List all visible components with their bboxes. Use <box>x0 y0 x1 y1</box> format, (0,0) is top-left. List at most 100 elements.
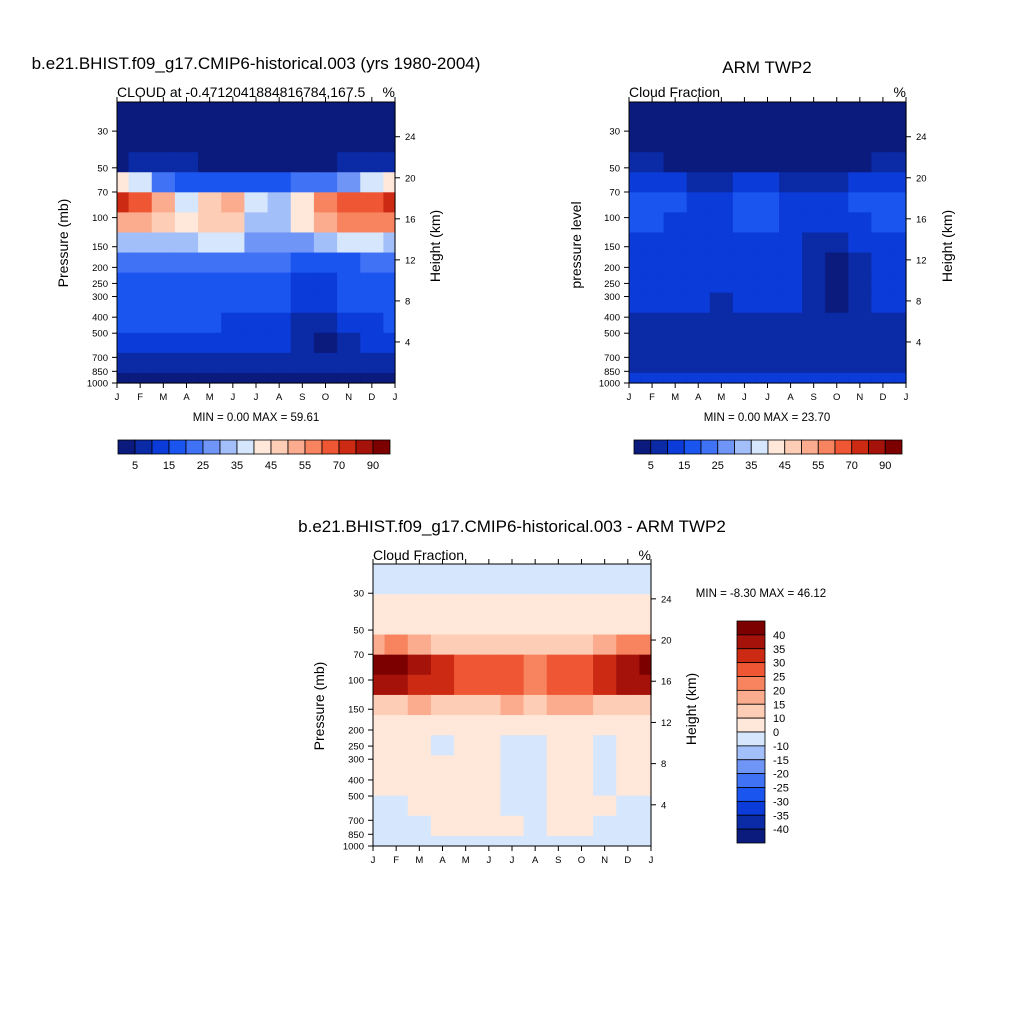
heatmap-cell <box>802 292 826 314</box>
heatmap-cell <box>244 272 269 294</box>
heatmap-cell <box>732 152 757 173</box>
x-tick-label: F <box>393 855 399 866</box>
heatmap-cell <box>755 192 780 213</box>
heatmap-cell <box>454 755 478 777</box>
heatmap-cell <box>384 574 409 595</box>
heatmap-cell <box>802 152 826 173</box>
heatmap-cell <box>454 815 478 837</box>
heatmap-cell <box>407 594 432 615</box>
heatmap-cell <box>663 132 688 153</box>
heatmap-cell <box>373 614 386 636</box>
colorbar-box <box>801 439 819 455</box>
obs-y-axis-label: pressure level <box>568 201 584 288</box>
x-tick-label: S <box>810 392 816 403</box>
heatmap-cell <box>360 192 385 213</box>
x-tick-label: J <box>115 392 120 403</box>
heatmap-cell <box>894 212 907 234</box>
heatmap-cell <box>523 795 548 817</box>
heatmap-cell <box>894 352 907 374</box>
heatmap-cell <box>546 654 571 676</box>
heatmap-cell <box>825 212 849 234</box>
colorbar-box <box>700 439 719 455</box>
heatmap-cell <box>709 212 734 234</box>
heatmap-cell <box>523 815 548 837</box>
colorbar-box <box>253 439 272 455</box>
heatmap-cell <box>290 312 315 334</box>
heatmap-cell <box>500 574 525 595</box>
heatmap-cell <box>383 272 396 294</box>
heatmap-cell <box>894 112 907 133</box>
heatmap-cell <box>825 292 849 314</box>
obs-y-axis-right-label: Height (km) <box>939 210 955 282</box>
heatmap-cell <box>290 172 315 193</box>
obs-main-title: ARM TWP2 <box>722 58 811 77</box>
colorbar-box <box>736 828 766 844</box>
diff-y-axis-label: Pressure (mb) <box>311 662 327 751</box>
heatmap-cell <box>477 795 502 817</box>
heatmap-cell <box>454 795 478 817</box>
heatmap-cell <box>629 132 642 153</box>
y-tick-label: 30 <box>609 127 620 138</box>
heatmap-cell <box>825 232 849 254</box>
y-right-tick-label: 12 <box>916 255 927 266</box>
heatmap-cell <box>267 192 292 213</box>
heatmap-cell <box>290 112 315 133</box>
heatmap-cell <box>629 372 642 384</box>
y-right-tick-label: 16 <box>661 677 672 688</box>
heatmap-cell <box>244 332 269 354</box>
heatmap-cell <box>848 232 872 254</box>
heatmap-cell <box>848 192 872 213</box>
heatmap-cell <box>128 212 153 234</box>
heatmap-cell <box>244 352 269 374</box>
heatmap-cell <box>640 132 665 153</box>
heatmap-cell <box>546 715 571 736</box>
heatmap-cell <box>848 172 872 193</box>
heatmap-cell <box>373 715 386 736</box>
obs-heatmap: J F M A M J J A S O N D J 30 50 70 100 150 200 250 300 400 500… <box>599 97 927 403</box>
y-tick-label: 200 <box>348 725 364 736</box>
heatmap-cell <box>267 172 292 193</box>
heatmap-cell <box>221 352 246 374</box>
y-right-tick-label: 24 <box>405 132 416 143</box>
heatmap-cell <box>709 312 734 334</box>
heatmap-cell <box>593 574 617 595</box>
heatmap-cell <box>290 272 315 294</box>
heatmap-cell <box>267 232 292 254</box>
heatmap-cell <box>593 594 617 615</box>
colorbar-box <box>736 787 766 802</box>
heatmap-cell <box>523 564 548 575</box>
heatmap-cell <box>640 192 665 213</box>
heatmap-cell <box>151 232 176 254</box>
heatmap-cell <box>871 292 896 314</box>
heatmap-cell <box>755 292 780 314</box>
heatmap-cell <box>546 835 571 847</box>
y-tick-label: 150 <box>604 242 620 253</box>
heatmap-cell <box>244 292 269 314</box>
colorbar-box <box>202 439 221 455</box>
heatmap-cell <box>267 212 292 234</box>
heatmap-cell <box>686 192 711 213</box>
heatmap-cell <box>639 634 652 656</box>
y-tick-label: 400 <box>92 313 108 324</box>
heatmap-cell <box>629 332 642 354</box>
heatmap-cell <box>640 372 665 384</box>
heatmap-cell <box>373 574 386 595</box>
heatmap-cell <box>640 212 665 234</box>
heatmap-cell <box>151 102 176 113</box>
heatmap-cell <box>755 172 780 193</box>
heatmap-cell <box>629 152 642 173</box>
heatmap-cell <box>640 292 665 314</box>
heatmap-cell <box>313 232 338 254</box>
heatmap-cell <box>802 332 826 354</box>
x-tick-label: M <box>462 855 470 866</box>
heatmap-cell <box>779 192 803 213</box>
x-tick-label: S <box>555 855 561 866</box>
colorbar-label: 20 <box>773 685 785 697</box>
y-right-tick-label: 20 <box>916 173 927 184</box>
heatmap-cell <box>894 232 907 254</box>
y-tick-label: 70 <box>609 187 620 198</box>
heatmap-cell <box>546 755 571 777</box>
colorbar-box <box>736 648 766 664</box>
heatmap-cell <box>871 102 896 113</box>
heatmap-cell <box>802 272 826 294</box>
